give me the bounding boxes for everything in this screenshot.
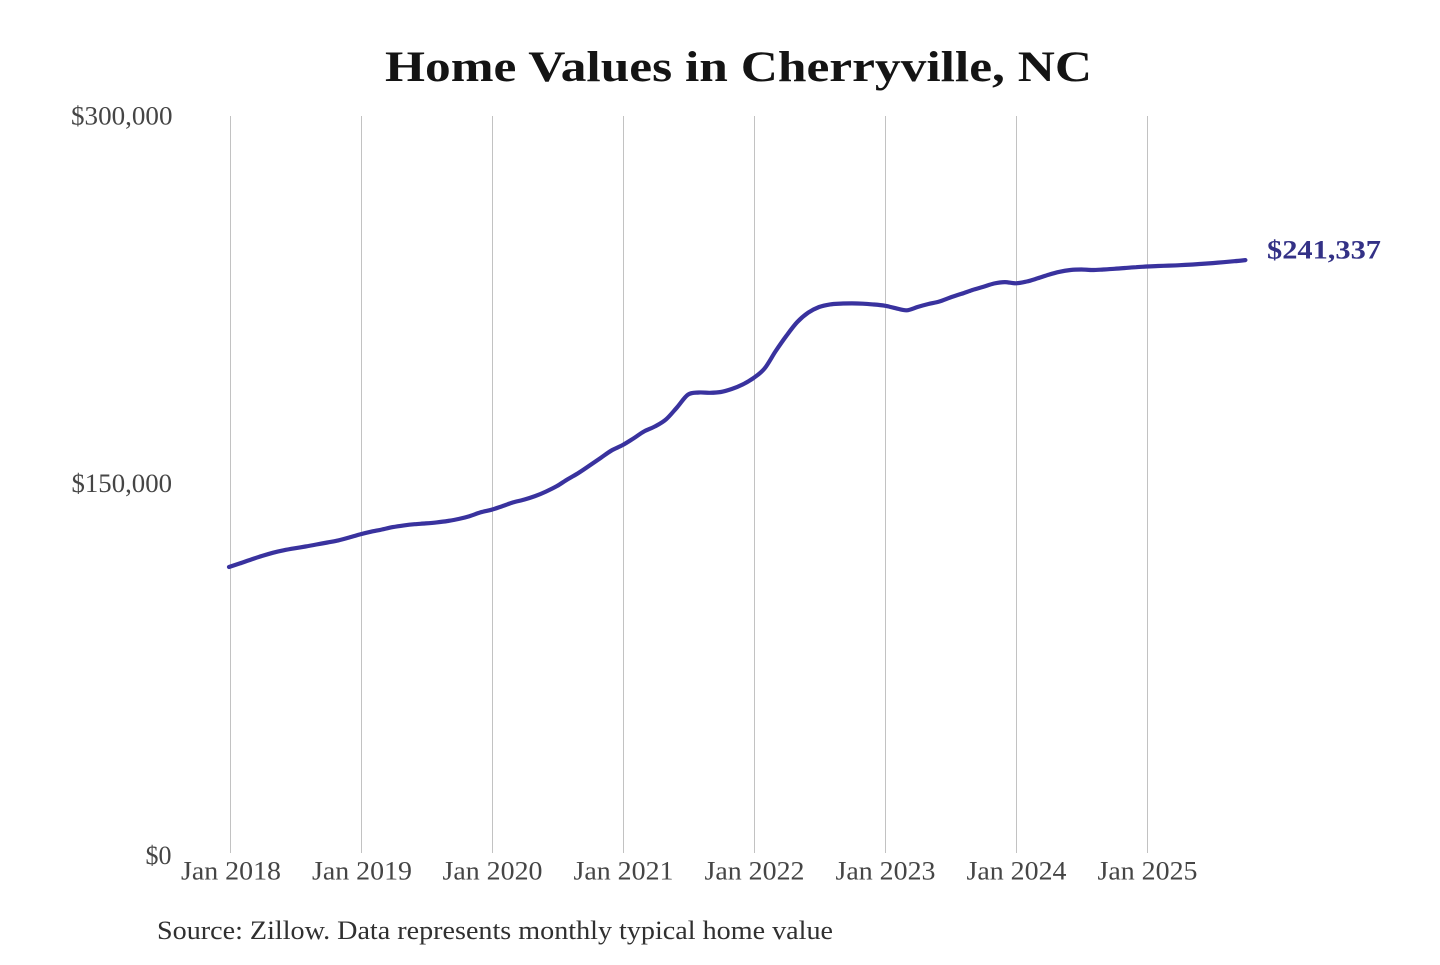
svg-text:$300,000: $300,000 [71, 102, 173, 131]
svg-text:Jan 2022: Jan 2022 [705, 856, 805, 885]
svg-text:$150,000: $150,000 [72, 469, 173, 498]
svg-text:Jan 2021: Jan 2021 [574, 856, 674, 885]
svg-text:Source: Zillow. Data represent: Source: Zillow. Data represents monthly … [157, 915, 833, 945]
svg-text:Jan 2020: Jan 2020 [443, 856, 543, 885]
svg-text:Jan 2024: Jan 2024 [967, 856, 1067, 885]
svg-text:$241,337: $241,337 [1267, 236, 1381, 265]
svg-text:$0: $0 [146, 841, 172, 870]
svg-text:Jan 2023: Jan 2023 [836, 856, 936, 885]
svg-text:Jan 2025: Jan 2025 [1098, 856, 1198, 885]
svg-text:Jan 2018: Jan 2018 [181, 856, 281, 885]
svg-text:Jan 2019: Jan 2019 [312, 856, 412, 885]
svg-text:Home Values in Cherryville, NC: Home Values in Cherryville, NC [385, 44, 1092, 91]
